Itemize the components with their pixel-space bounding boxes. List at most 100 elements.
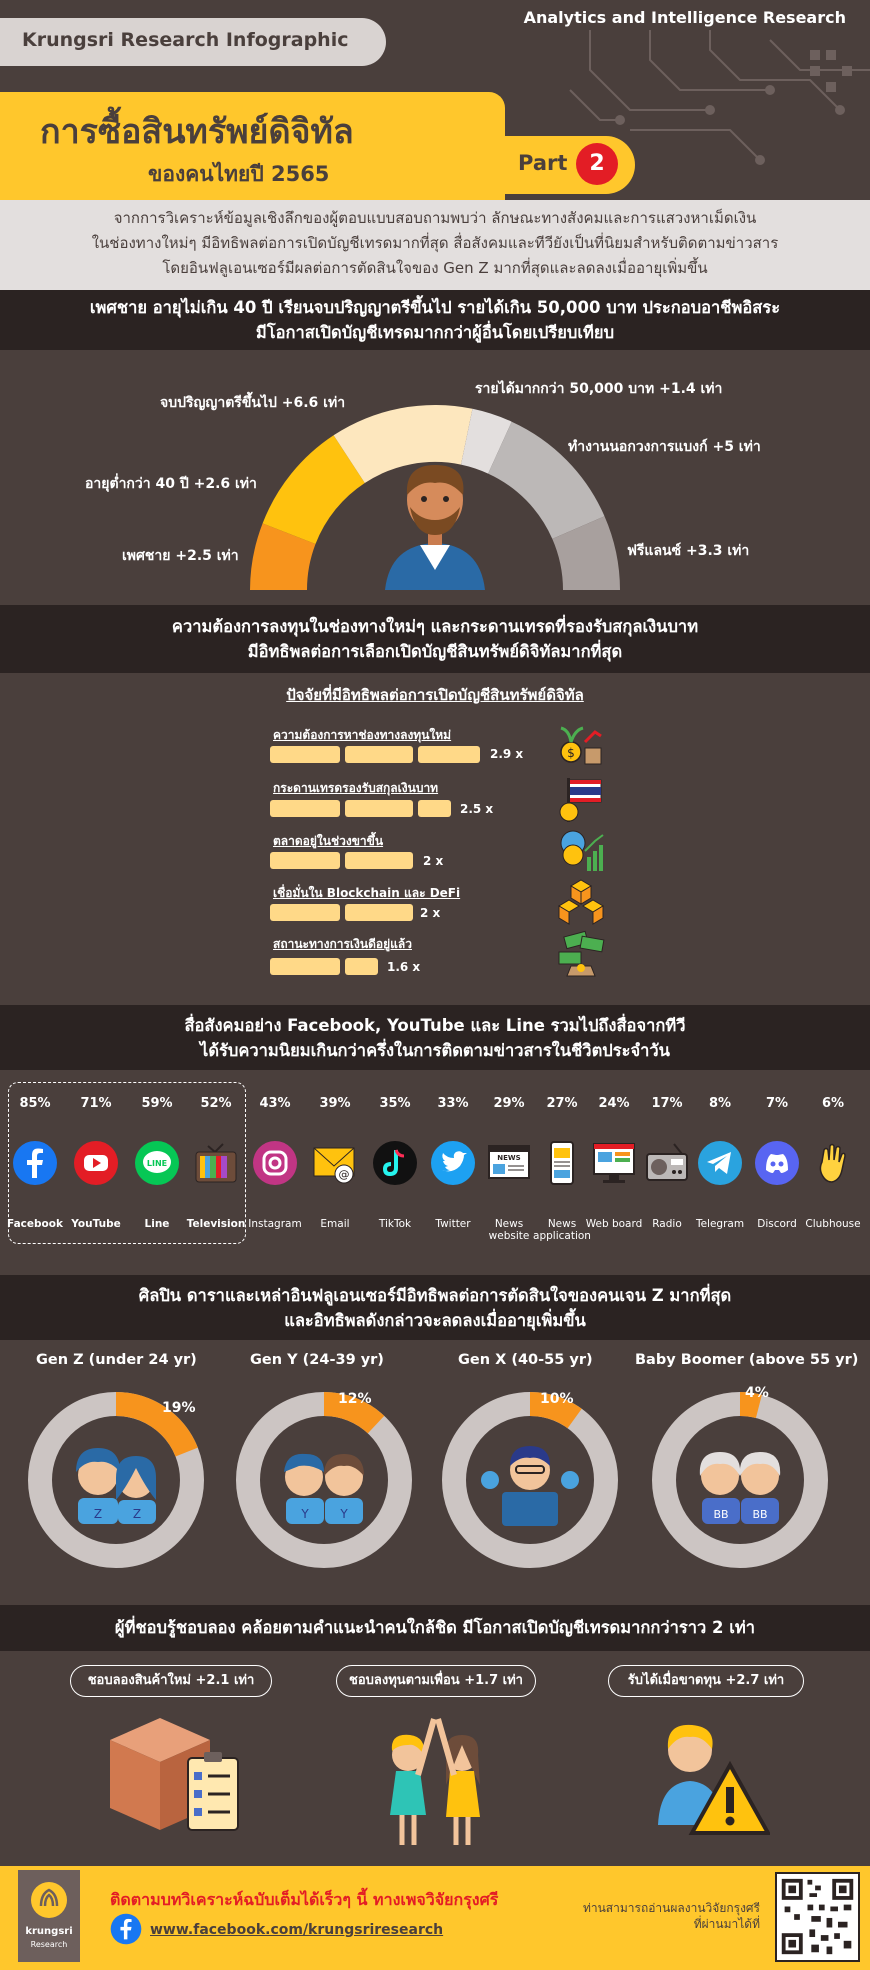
- svg-text:@: @: [339, 1168, 350, 1181]
- header: Krungsri Research Infographic Analytics …: [0, 0, 870, 202]
- factor-bar-segment: [270, 904, 340, 921]
- facebook-icon[interactable]: [110, 1913, 142, 1945]
- factor-bar-segment: [345, 958, 378, 975]
- baby-boomer-illustration: BB BB: [699, 1452, 781, 1524]
- factor-value: 1.6 x: [387, 960, 421, 974]
- section3-title-line: ได้รับความนิยมเกินกว่าครึ่งในการติดตามข่…: [200, 1041, 670, 1060]
- factor-bar-segment: [270, 958, 340, 975]
- media-name: Instagram: [248, 1218, 302, 1230]
- media-name: TikTok: [378, 1218, 412, 1230]
- gen-pct: 10%: [540, 1391, 574, 1407]
- trait-pill: ชอบลงทุนตามเพื่อน +1.7 เท่า: [336, 1665, 536, 1697]
- footer-read-more-line: ท่านสามารถอ่านผลงานวิจัยกรุงศรี: [582, 1901, 760, 1915]
- instagram-icon: [253, 1141, 297, 1185]
- factor-bar-segment: [270, 800, 340, 817]
- donut-value-arc: [115, 1392, 198, 1457]
- thai-flag-coin-icon: [559, 778, 602, 822]
- section5-title-line: ผู้ที่ชอบรู้ชอบลอง คล้อยตามคำแนะนำคนใกล้…: [114, 1618, 756, 1637]
- org-name: Analytics and Intelligence Research: [523, 8, 846, 27]
- media-pct: 71%: [80, 1096, 112, 1111]
- media-name: Facebook: [7, 1218, 63, 1230]
- factors-chart-title: ปัจจัยที่มีอิทธิพลต่อการเปิดบัญชีสินทรัพ…: [286, 686, 584, 704]
- footer: [0, 1866, 870, 1970]
- gauge-seg-age: [262, 435, 365, 544]
- media-pct: 8%: [708, 1096, 732, 1111]
- section2-title-line: มีอิทธิพลต่อการเลือกเปิดบัญชีสินทรัพย์ดิ…: [247, 642, 623, 661]
- factor-label: ความต้องการหาช่องทางลงทุนใหม่: [273, 728, 452, 742]
- youtube-icon: [74, 1141, 118, 1185]
- section4-title-line: ศิลปิน ดาราและเหล่าอินฟลูเอนเซอร์มีอิทธิ…: [138, 1286, 732, 1305]
- svg-text:BB: BB: [752, 1508, 767, 1521]
- factor-bar-segment: [418, 800, 451, 817]
- gauge-label-nonbank: ทำงานนอกวงการแบงก์ +5 เท่า: [568, 439, 761, 455]
- gen-label: Gen Y (24-39 yr): [250, 1352, 384, 1368]
- media-name: News website: [488, 1218, 530, 1242]
- media-name: Line: [144, 1218, 170, 1230]
- gauge-seg-freelance: [552, 516, 620, 590]
- media-name: Discord: [757, 1218, 797, 1230]
- news-app-icon: [550, 1141, 574, 1185]
- discord-icon: [755, 1141, 799, 1185]
- media-pct: 29%: [493, 1096, 525, 1111]
- blockchain-icon: [558, 879, 604, 925]
- twitter-icon: [431, 1141, 475, 1185]
- section1-title: เพศชาย อายุไม่เกิน 40 ปี เรียนจบปริญญาตร…: [0, 290, 870, 350]
- donut-value-arc: [323, 1392, 385, 1434]
- donut-gen-z: Z Z: [28, 1392, 204, 1568]
- gen-label: Gen X (40-55 yr): [458, 1352, 593, 1368]
- gauge-label-age: อายุต่ำกว่า 40 ปี +2.6 เท่า: [85, 476, 257, 492]
- section4-title-line: และอิทธิพลดังกล่าวจะลดลงเมื่ออายุเพิ่มขึ…: [284, 1311, 586, 1330]
- media-pct: 33%: [437, 1096, 469, 1111]
- person-illustration: [385, 465, 485, 590]
- media-pct: 17%: [651, 1096, 683, 1111]
- high-five-illustration: [390, 1718, 480, 1845]
- factor-label: ตลาดอยู่ในช่วงขาขึ้น: [273, 834, 384, 848]
- news-website-icon: NEWS: [488, 1145, 530, 1179]
- donut-gen-y: Y Y: [236, 1392, 412, 1568]
- krungsri-logo: krungsri Research: [18, 1870, 80, 1962]
- television-icon: [195, 1143, 237, 1183]
- gen-y-illustration: Y Y: [284, 1453, 364, 1524]
- gauge-seg-income: [461, 408, 512, 474]
- money-plant-icon: $: [560, 726, 602, 765]
- media-name: YouTube: [71, 1218, 121, 1230]
- factor-bar-segment: [345, 904, 413, 921]
- donut-value-arc: [739, 1392, 762, 1419]
- gauge-seg-degree: [333, 404, 473, 483]
- krungsri-logo-icon: [31, 1882, 67, 1918]
- svg-text:Y: Y: [300, 1507, 309, 1521]
- intro-text: จากการวิเคราะห์ข้อมูลเชิงลึกของผู้ตอบแบบ…: [0, 200, 870, 290]
- brand-pill: Krungsri Research Infographic: [0, 18, 386, 66]
- web-board-icon: [593, 1143, 635, 1183]
- svg-text:BB: BB: [713, 1508, 728, 1521]
- footer-read-more: ท่านสามารถอ่านผลงานวิจัยกรุงศรี ที่ผ่านม…: [530, 1900, 760, 1932]
- gauge-seg-male: [250, 523, 316, 590]
- logo-subtext: Research: [30, 1940, 68, 1949]
- trait-pill: ชอบลองสินค้าใหม่ +2.1 เท่า: [70, 1665, 272, 1697]
- factor-bar-segment: [345, 852, 413, 869]
- factor-bar-segment: [270, 746, 340, 763]
- brand-name: Krungsri Research Infographic: [22, 29, 349, 51]
- logo-text: krungsri: [25, 1926, 73, 1937]
- media-pct: 59%: [141, 1096, 173, 1111]
- donut-gen-x: [442, 1392, 618, 1568]
- media-pct: 6%: [821, 1096, 845, 1111]
- top-media-highlight: [8, 1082, 246, 1244]
- media-name: Television: [186, 1218, 246, 1230]
- section1-title-line: เพศชาย อายุไม่เกิน 40 ปี เรียนจบปริญญาตร…: [89, 298, 781, 317]
- gen-label: Baby Boomer (above 55 yr): [635, 1352, 859, 1368]
- media-pct: 43%: [259, 1096, 291, 1111]
- media-name: Twitter: [435, 1218, 471, 1230]
- part-number: 2: [576, 143, 618, 185]
- intro-line: โดยอินฟลูเอนเซอร์มีผลต่อการตัดสินใจของ G…: [162, 259, 708, 277]
- gen-pct: 4%: [745, 1385, 769, 1401]
- gen-z-illustration: Z Z: [76, 1448, 156, 1524]
- qr-code[interactable]: [775, 1872, 860, 1962]
- footer-facebook-link[interactable]: www.facebook.com/krungsriresearch: [150, 1922, 444, 1938]
- factor-value: 2 x: [420, 906, 441, 920]
- svg-text:NEWS: NEWS: [497, 1154, 520, 1162]
- svg-text:Y: Y: [339, 1507, 348, 1521]
- tiktok-icon: [373, 1141, 417, 1185]
- donut-value-arc: [529, 1392, 582, 1429]
- gauge-label-income: รายได้มากกว่า 50,000 บาท +1.4 เท่า: [475, 381, 723, 397]
